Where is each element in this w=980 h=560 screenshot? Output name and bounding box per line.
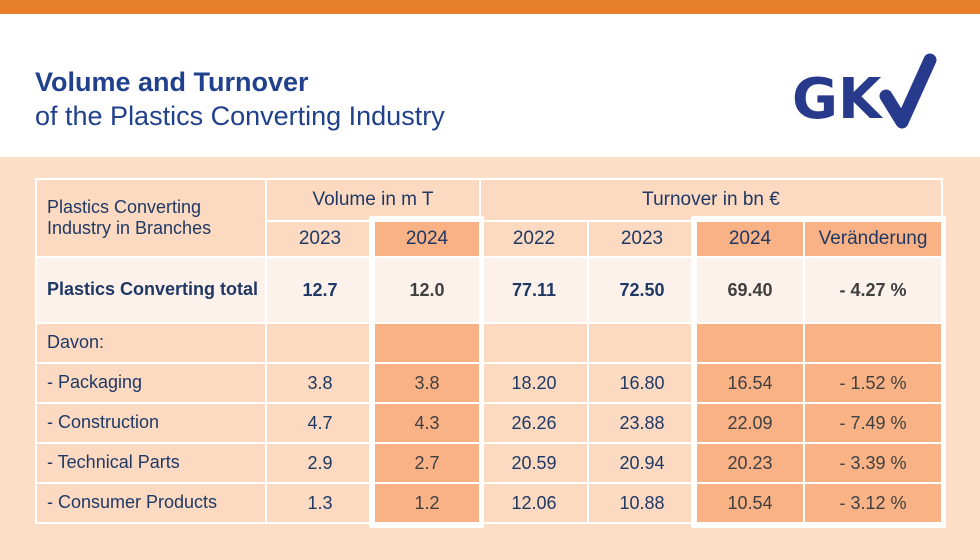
cell-construction-turn-2023: 23.88 [589, 404, 695, 442]
cell-total-turn-2023: 72.50 [589, 258, 695, 322]
row-label-packaging: - Packaging [37, 364, 265, 402]
data-table: Plastics Converting Industry in Branches… [35, 178, 943, 524]
row-label-davon: Davon: [37, 324, 265, 362]
cell-packaging-vol-2024: 3.8 [375, 364, 479, 402]
cell-davon-turn-2023 [589, 324, 695, 362]
row-label-construction: - Construction [37, 404, 265, 442]
title-line-1: Volume and Turnover [35, 67, 309, 97]
cell-consumer-turn-2024: 10.54 [697, 484, 803, 522]
cell-davon-vol-2023 [267, 324, 373, 362]
cell-packaging-turn-2024: 16.54 [697, 364, 803, 402]
page-title: Volume and Turnover of the Plastics Conv… [35, 66, 445, 134]
cell-consumer-turn-2022: 12.06 [481, 484, 587, 522]
cell-davon-vol-2024 [375, 324, 479, 362]
cell-packaging-vol-2023: 3.8 [267, 364, 373, 402]
year-header-volume-2024: 2024 [375, 222, 479, 256]
cell-technical-vol-2024: 2.7 [375, 444, 479, 482]
header-band: Volume and Turnover of the Plastics Conv… [0, 14, 980, 157]
corner-header: Plastics Converting Industry in Branches [37, 180, 265, 256]
year-header-turnover-2023: 2023 [589, 222, 695, 256]
cell-consumer-change: - 3.12 % [805, 484, 941, 522]
cell-technical-turn-2024: 20.23 [697, 444, 803, 482]
cell-technical-vol-2023: 2.9 [267, 444, 373, 482]
cell-davon-change [805, 324, 941, 362]
cell-consumer-vol-2024: 1.2 [375, 484, 479, 522]
year-header-turnover-2022: 2022 [481, 222, 587, 256]
row-label-consumer-products: - Consumer Products [37, 484, 265, 522]
cell-technical-change: - 3.39 % [805, 444, 941, 482]
cell-technical-turn-2023: 20.94 [589, 444, 695, 482]
cell-construction-turn-2024: 22.09 [697, 404, 803, 442]
cell-total-vol-2023: 12.7 [267, 258, 373, 322]
year-header-veraenderung: Veränderung [805, 222, 941, 256]
title-line-2: of the Plastics Converting Industry [35, 100, 445, 131]
cell-total-turn-2024: 69.40 [697, 258, 803, 322]
cell-technical-turn-2022: 20.59 [481, 444, 587, 482]
cell-packaging-change: - 1.52 % [805, 364, 941, 402]
gkv-logo-checkmark [879, 53, 937, 129]
cell-total-vol-2024: 12.0 [375, 258, 479, 322]
gkv-logo: GK [792, 53, 937, 132]
cell-total-change: - 4.27 % [805, 258, 941, 322]
gkv-logo-letters: GK [792, 67, 884, 132]
year-header-volume-2023: 2023 [267, 222, 373, 256]
cell-construction-turn-2022: 26.26 [481, 404, 587, 442]
cell-consumer-turn-2023: 10.88 [589, 484, 695, 522]
row-label-total: Plastics Converting total [37, 258, 265, 322]
cell-construction-vol-2023: 4.7 [267, 404, 373, 442]
cell-construction-change: - 7.49 % [805, 404, 941, 442]
cell-total-turn-2022: 77.11 [481, 258, 587, 322]
group-header-volume: Volume in m T [267, 180, 479, 220]
cell-davon-turn-2022 [481, 324, 587, 362]
year-header-turnover-2024: 2024 [697, 222, 803, 256]
row-label-technical-parts: - Technical Parts [37, 444, 265, 482]
cell-davon-turn-2024 [697, 324, 803, 362]
group-header-turnover: Turnover in bn € [481, 180, 941, 220]
cell-packaging-turn-2023: 16.80 [589, 364, 695, 402]
cell-construction-vol-2024: 4.3 [375, 404, 479, 442]
cell-packaging-turn-2022: 18.20 [481, 364, 587, 402]
top-accent-bar [0, 0, 980, 14]
cell-consumer-vol-2023: 1.3 [267, 484, 373, 522]
